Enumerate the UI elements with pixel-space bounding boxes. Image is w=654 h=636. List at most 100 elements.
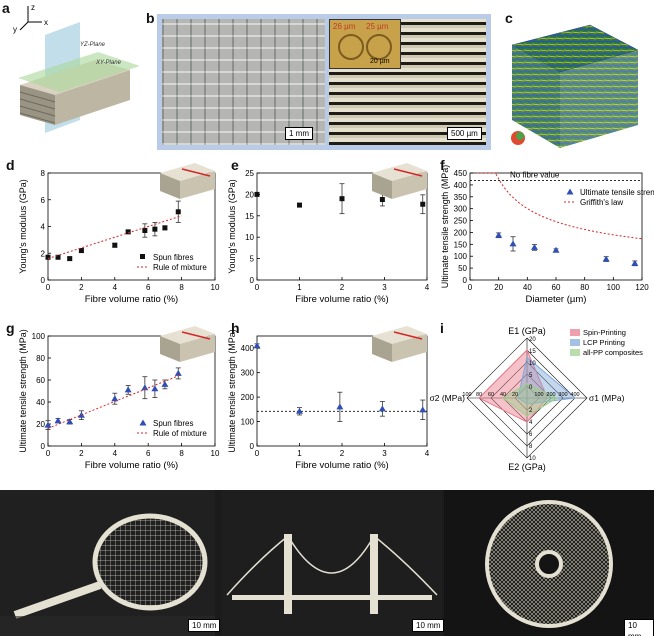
scale-bar-1mm: 1 mm <box>285 127 313 140</box>
chart-i-radar: E1 (GPa) σ1 (MPa) E2 (GPa) σ2 (MPa) 0 5 10 15 20… <box>430 326 644 472</box>
specimen-thumbnail <box>372 326 427 362</box>
y-tick-label: 60 <box>36 376 45 385</box>
y-tick-label: 0 <box>41 276 46 285</box>
y-tick-label: 100 <box>32 332 46 341</box>
data-point <box>296 407 303 414</box>
panel-label-g: g <box>6 320 15 336</box>
specimen-front <box>392 334 427 362</box>
x-tick-label: 3 <box>382 449 387 458</box>
chart-h-tensile-strength: 0 1 2 3 4 0 100 200 300 400 Fibre volume ratio (%)… <box>227 326 430 471</box>
radar-tick-s2: 100 <box>462 392 471 398</box>
y-tick-label: 40 <box>36 398 45 407</box>
x-tick-label: 0 <box>468 283 473 292</box>
y-tick-label: 2 <box>41 249 46 258</box>
data-point <box>112 242 118 248</box>
scale-bar-500um: 500 µm <box>447 127 482 140</box>
y-tick-label: 0 <box>463 276 468 285</box>
radar-tick-e2: 10 <box>529 456 536 462</box>
y-tick-label: 20 <box>245 190 254 199</box>
x-tick-label: 4 <box>113 283 118 292</box>
data-point <box>54 417 62 424</box>
legend-swatch <box>566 188 574 195</box>
x-axis-label: Fibre volume ratio (%) <box>295 294 388 305</box>
y-tick-label: 80 <box>36 354 45 363</box>
panel-label-f: f <box>440 157 445 173</box>
data-point <box>78 248 84 254</box>
y-tick-label: 0 <box>250 442 255 451</box>
legend-swatch <box>570 329 580 336</box>
data-point <box>631 259 639 266</box>
specimen-front <box>180 334 215 362</box>
y-tick-label: 150 <box>454 240 468 249</box>
y-tick-label: 300 <box>454 205 468 214</box>
radar-tick-s1: 200 <box>546 392 555 398</box>
legend-label: LCP Printing <box>583 338 625 347</box>
x-axis-label: Fibre volume ratio (%) <box>85 294 178 305</box>
axis-z-label: z <box>31 3 35 12</box>
x-tick-label: 100 <box>607 283 621 292</box>
x-tick-label: 40 <box>523 283 532 292</box>
load-direction-arrow <box>181 168 211 177</box>
data-point <box>379 197 385 203</box>
specimen-thumbnail <box>160 163 215 199</box>
x-tick-label: 0 <box>255 449 260 458</box>
panel-label-a: a <box>2 0 10 16</box>
specimen-top <box>160 163 215 181</box>
legend-label: Spun fibres <box>153 253 193 262</box>
specimen-thumbnail <box>160 326 215 362</box>
scale-bar-mesh: 10 mm <box>624 619 654 636</box>
data-point <box>151 385 159 392</box>
specimen-front <box>180 171 215 199</box>
y-tick-label: 200 <box>454 228 468 237</box>
specimen-side <box>160 173 180 199</box>
x-tick-label: 2 <box>79 283 84 292</box>
y-tick-label: 350 <box>454 193 468 202</box>
legend-swatch <box>140 254 145 259</box>
printed-part-photo <box>162 19 325 145</box>
y-tick-label: 400 <box>454 181 468 190</box>
tennis-racket-photo <box>0 490 215 636</box>
legend-swatch <box>139 419 147 426</box>
fibre-inset-photo: 26 µm 25 µm 20 µm <box>329 19 401 69</box>
load-direction-arrow <box>181 331 211 340</box>
load-direction-arrow <box>393 331 423 340</box>
data-point <box>142 228 148 234</box>
data-point <box>531 243 538 250</box>
x-axis-label: Diameter (µm) <box>526 294 587 305</box>
radar-tick-e2: 4 <box>529 420 533 426</box>
y-tick-label: 8 <box>41 169 46 178</box>
panel-label-h: h <box>231 320 240 336</box>
data-point <box>162 225 168 231</box>
specimen-top <box>372 326 427 344</box>
x-tick-label: 0 <box>255 283 260 292</box>
data-point <box>552 246 560 253</box>
x-tick-label: 120 <box>635 283 649 292</box>
data-point <box>55 254 61 260</box>
scale-bar-racket: 10 mm <box>188 619 221 632</box>
x-tick-label: 2 <box>340 283 345 292</box>
radar-tick-s1: 400 <box>570 392 579 398</box>
x-tick-label: 10 <box>211 449 220 458</box>
legend-label: Griffith's law <box>580 198 623 207</box>
y-tick-label: 25 <box>245 169 254 178</box>
panel-b-figure: 1 mm 26 µm 25 µm 20 µm 500 µm <box>157 14 491 150</box>
y-tick-label: 450 <box>454 169 468 178</box>
y-tick-label: 200 <box>241 393 255 402</box>
legend-label: Spun fibres <box>153 419 193 428</box>
axis-y-label: y <box>13 25 17 34</box>
data-point <box>45 254 51 260</box>
radar-tick-e2: 8 <box>529 444 533 450</box>
data-point <box>297 202 302 208</box>
y-tick-label: 6 <box>41 196 46 205</box>
y-tick-label: 4 <box>41 223 46 232</box>
plot-frame <box>47 335 216 447</box>
y-tick-label: 0 <box>250 276 255 285</box>
x-tick-label: 80 <box>580 283 589 292</box>
radar-axis-label-e2: E2 (GPa) <box>508 462 546 472</box>
chart-f-strength-vs-diameter: 0 20 40 60 80 100 120 0 50 100 150 200 250 300 350 400 4… <box>440 165 654 305</box>
data-point <box>254 191 260 197</box>
inset-width-2: 25 µm <box>366 22 389 31</box>
x-tick-label: 0 <box>46 449 51 458</box>
